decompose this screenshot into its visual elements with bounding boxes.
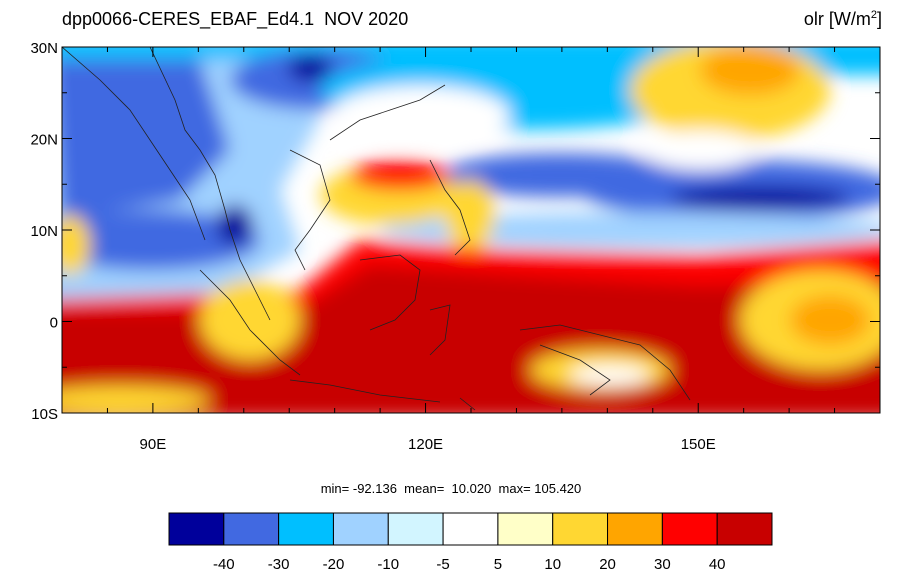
colorbar-box: [497, 512, 554, 546]
lat-tick-label: 0: [50, 315, 58, 332]
colorbar-box: [223, 512, 280, 546]
colorbar-box: [332, 512, 389, 546]
colorbar-label: 10: [544, 556, 561, 573]
colorbar-labels: -40 -30 -20 -10 -5 5 10 20 30 40: [213, 556, 726, 573]
lat-tick-label: 10S: [31, 406, 58, 423]
colorbar-label: -5: [436, 556, 449, 573]
colorbar-box: [278, 512, 334, 546]
coastlines: [62, 47, 691, 411]
colorbar-label: -30: [268, 556, 290, 573]
colorbar-label: -10: [377, 556, 399, 573]
lon-tick-label: 150E: [681, 436, 716, 453]
units-close: ]: [876, 9, 882, 29]
axis-labels: 30N 20N 10N 0 10S 90E 120E 150E: [30, 40, 715, 453]
lon-tick-label: 120E: [408, 436, 443, 453]
lat-tick-label: 10N: [30, 223, 58, 240]
axis-ticks: [61, 46, 881, 414]
colorbar-boxes: [168, 512, 773, 546]
lon-tick-label: 90E: [140, 436, 167, 453]
colorbar-label: -20: [323, 556, 345, 573]
colorbar-label: 5: [494, 556, 502, 573]
variable-units-label: olr [W/m2]: [804, 9, 882, 30]
plot-title: dpp0066-CERES_EBAF_Ed4.1 NOV 2020: [62, 9, 409, 29]
units-superscript: 2: [870, 9, 877, 21]
colorbar-label: 20: [599, 556, 616, 573]
field-statistics: min= -92.136 mean= 10.020 max= 105.420: [320, 481, 582, 496]
colorbar-box: [442, 512, 499, 546]
colorbar-label: -40: [213, 556, 235, 573]
colorbar-box: [716, 512, 773, 546]
colorbar-box: [607, 512, 663, 546]
colorbar-box: [552, 512, 609, 546]
colorbar-box: [387, 512, 444, 546]
lat-tick-label: 20N: [30, 132, 58, 149]
colorbar-box: [661, 512, 718, 546]
variable-label: olr [W/m: [803, 9, 871, 29]
colorbar-box: [168, 512, 225, 546]
colorbar-label: 30: [654, 556, 671, 573]
colorbar-label: 40: [709, 556, 726, 573]
lat-tick-label: 30N: [30, 40, 58, 57]
olr-anomaly-map: 30N 20N 10N 0 10S 90E 120E 150E: [30, 40, 881, 453]
